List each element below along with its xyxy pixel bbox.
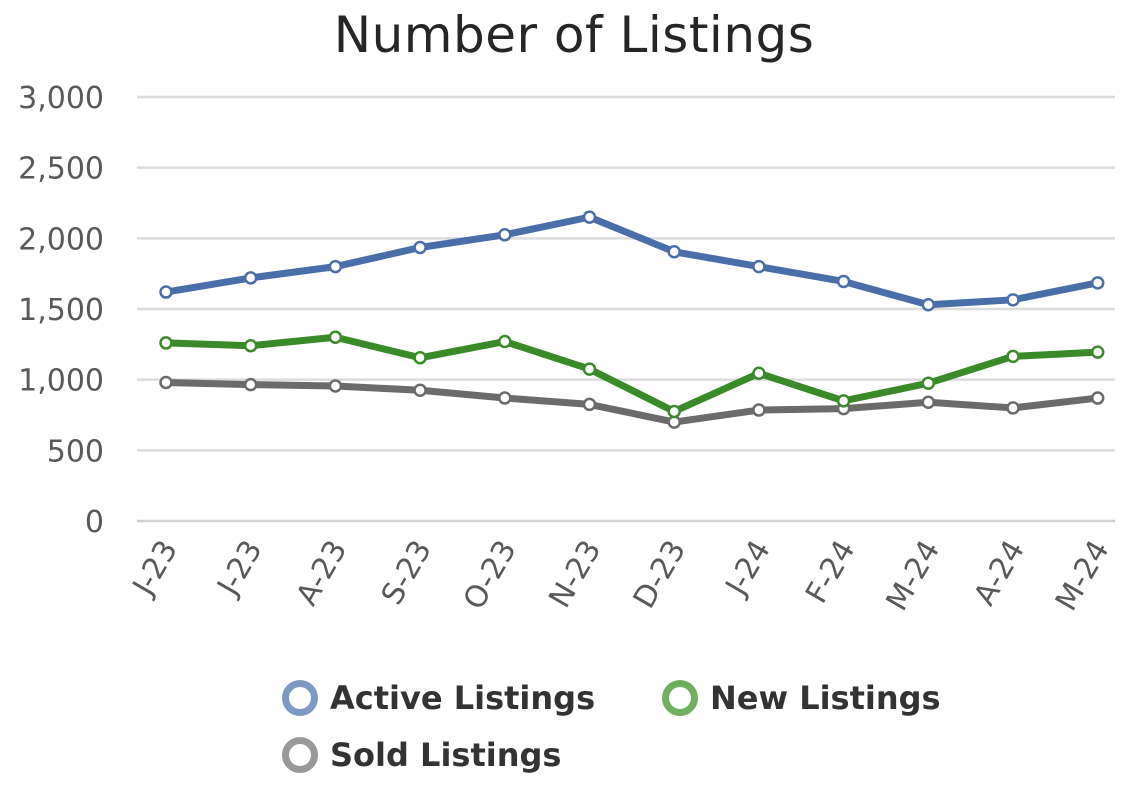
data-point-sold-listings-5 bbox=[582, 397, 597, 412]
x-tick-label-6: D-23 bbox=[627, 535, 693, 615]
y-tick-label-2000: 2,000 bbox=[18, 222, 104, 257]
x-tick-label-1: J-23 bbox=[210, 535, 270, 603]
x-tick-label-10: A-24 bbox=[967, 535, 1032, 612]
y-tick-label-3000: 3,000 bbox=[18, 81, 104, 116]
x-tick-label-11: M-24 bbox=[1049, 535, 1117, 617]
data-point-active-listings-5 bbox=[582, 210, 597, 224]
data-point-new-listings-11 bbox=[1090, 345, 1105, 359]
legend-label-sold-listings: Sold Listings bbox=[330, 736, 562, 774]
data-point-active-listings-0 bbox=[159, 285, 173, 299]
data-point-active-listings-1 bbox=[243, 271, 258, 285]
legend-marker-sold-listings bbox=[282, 737, 318, 773]
data-point-active-listings-8 bbox=[836, 274, 851, 289]
data-point-active-listings-10 bbox=[1006, 293, 1020, 307]
legend-item-active-listings[interactable]: Active Listings bbox=[282, 679, 595, 717]
data-point-active-listings-9 bbox=[921, 298, 936, 312]
y-tick-label-1000: 1,000 bbox=[18, 364, 104, 399]
data-point-sold-listings-1 bbox=[243, 377, 258, 392]
data-point-sold-listings-9 bbox=[921, 395, 936, 410]
x-tick-label-2: A-23 bbox=[290, 535, 355, 612]
data-point-active-listings-7 bbox=[752, 259, 766, 274]
legend-marker-active-listings bbox=[282, 680, 318, 716]
data-point-new-listings-1 bbox=[243, 338, 258, 353]
data-point-new-listings-5 bbox=[582, 362, 597, 376]
y-tick-label-1500: 1,500 bbox=[18, 293, 104, 328]
series-line-sold-listings bbox=[162, 378, 1102, 426]
x-tick-label-9: M-24 bbox=[879, 535, 947, 617]
data-point-active-listings-6 bbox=[667, 245, 681, 259]
x-tick-label-5: N-23 bbox=[542, 535, 608, 614]
data-point-sold-listings-0 bbox=[159, 375, 173, 390]
data-point-new-listings-10 bbox=[1006, 349, 1020, 364]
x-tick-label-0: J-23 bbox=[125, 535, 185, 603]
series-line-new-listings bbox=[162, 333, 1102, 415]
data-point-new-listings-7 bbox=[752, 366, 766, 381]
series-line-active-listings bbox=[162, 213, 1102, 309]
data-point-new-listings-8 bbox=[836, 394, 851, 408]
legend-item-sold-listings[interactable]: Sold Listings bbox=[282, 736, 561, 774]
data-point-sold-listings-7 bbox=[752, 403, 766, 417]
x-tick-label-3: S-23 bbox=[375, 535, 439, 611]
data-point-new-listings-2 bbox=[328, 330, 343, 345]
legend-label-active-listings: Active Listings bbox=[330, 679, 596, 717]
data-point-new-listings-3 bbox=[413, 351, 427, 365]
data-point-new-listings-4 bbox=[498, 334, 512, 349]
data-point-active-listings-4 bbox=[498, 228, 512, 242]
chart-title: Number of Listings bbox=[333, 6, 815, 64]
data-point-sold-listings-11 bbox=[1090, 391, 1105, 405]
legend-label-new-listings: New Listings bbox=[710, 679, 941, 717]
data-point-active-listings-3 bbox=[413, 240, 427, 255]
legend-marker-new-listings bbox=[662, 680, 698, 716]
y-tick-label-500: 500 bbox=[47, 434, 104, 469]
x-tick-label-7: J-24 bbox=[718, 535, 778, 603]
y-tick-label-2500: 2,500 bbox=[18, 152, 104, 187]
data-point-new-listings-0 bbox=[159, 336, 173, 350]
legend-item-new-listings[interactable]: New Listings bbox=[662, 679, 941, 717]
data-point-active-listings-11 bbox=[1090, 276, 1105, 290]
data-point-new-listings-6 bbox=[667, 404, 681, 419]
data-point-sold-listings-2 bbox=[328, 379, 343, 393]
data-point-active-listings-2 bbox=[328, 259, 343, 274]
data-point-sold-listings-4 bbox=[498, 391, 512, 405]
x-tick-label-4: O-23 bbox=[457, 535, 524, 616]
data-point-new-listings-9 bbox=[921, 376, 936, 390]
y-tick-label-0: 0 bbox=[85, 505, 104, 540]
x-tick-label-8: F-24 bbox=[799, 535, 862, 610]
data-point-sold-listings-3 bbox=[413, 383, 427, 398]
data-point-sold-listings-10 bbox=[1006, 401, 1020, 415]
